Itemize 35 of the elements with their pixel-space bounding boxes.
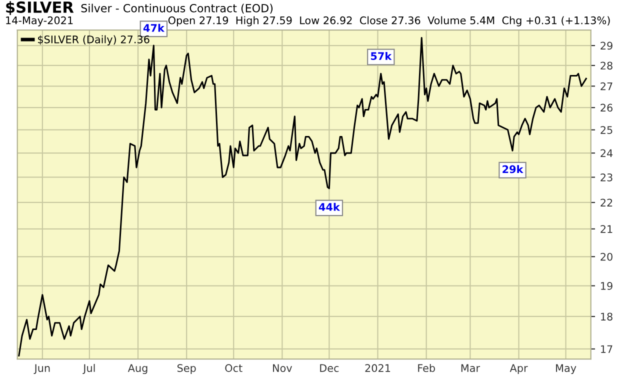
x-tick-label: Mar <box>461 364 480 372</box>
line-series <box>18 36 587 356</box>
y-tick-label: 17 <box>601 345 612 353</box>
annotation: 47k <box>143 24 165 32</box>
x-tick-label: Nov <box>273 364 292 372</box>
x-tick-label: Apr <box>510 364 528 374</box>
x-tick-label: Dec <box>320 364 339 372</box>
x-tick-label: Sep <box>177 364 196 374</box>
x-tick-label: May <box>556 364 576 374</box>
y-tick-label: 19 <box>601 282 612 290</box>
x-tick-label: Feb <box>418 364 435 372</box>
text: Open 27.19 High 27.59 Low 26.92 Close 27.36 Volume 5.4M Chg +0.31 (+1.13%) <box>168 16 610 26</box>
y-tick-label: 25 <box>600 126 612 134</box>
chart-subtitle: Silver - Continuous Contract (EOD) <box>81 4 273 14</box>
y-tick-label: 29 <box>600 42 612 50</box>
x-tick-label: Oct <box>225 364 242 372</box>
chart-title: $SILVER <box>6 1 74 15</box>
x-tick-label: Jun <box>34 364 50 374</box>
y-tick-label: 26 <box>600 104 612 112</box>
x-tick-label: Aug <box>128 364 148 374</box>
text: 14-May-2021 <box>6 16 73 26</box>
annotation: 29k <box>502 165 524 174</box>
x-tick-label: 2021 <box>365 364 390 372</box>
y-tick-label: 23 <box>600 173 612 182</box>
x-tick-label: Jul <box>82 364 95 374</box>
y-tick-label: 28 <box>600 62 612 70</box>
y-tick-label: 27 <box>600 82 612 90</box>
legend-label: $SILVER (Daily) 27.36 <box>38 35 150 46</box>
y-tick-label: 24 <box>600 149 613 158</box>
annotation: 57k <box>370 52 392 60</box>
y-tick-label: 18 <box>601 312 612 321</box>
annotation: 44k <box>318 202 340 211</box>
y-tick-label: 20 <box>600 252 612 261</box>
y-tick-label: 22 <box>600 198 612 206</box>
y-tick-label: 21 <box>600 225 612 233</box>
